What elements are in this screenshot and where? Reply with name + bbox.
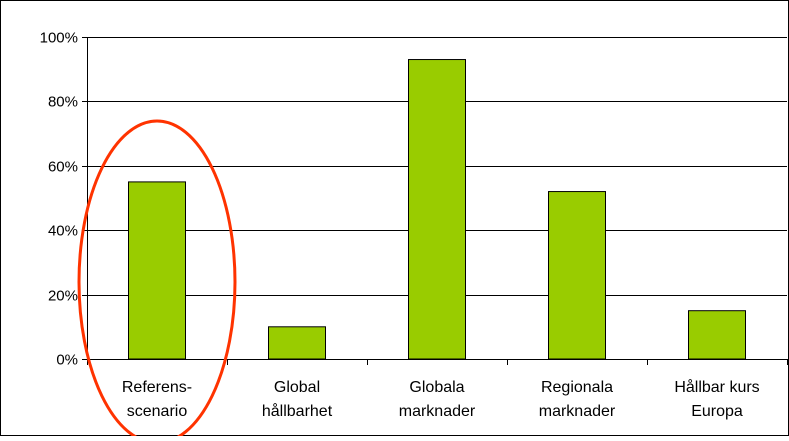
highlight-annotation xyxy=(77,119,237,441)
y-tick-label-2: 40% xyxy=(48,223,78,240)
bars xyxy=(128,59,746,360)
bar-1 xyxy=(268,326,326,360)
bar-0 xyxy=(128,181,186,360)
x-label-0-line1: Referens- xyxy=(122,379,192,396)
x-category-labels: Referens-scenario Global hållbarhet Globala… xyxy=(122,378,760,420)
y-tick-label-1: 20% xyxy=(48,288,78,305)
x-label-3-line2: marknader xyxy=(539,403,616,420)
x-label-1-line2: hållbarhet xyxy=(262,402,333,420)
y-tick-label-0: 0% xyxy=(56,352,78,369)
bar-4 xyxy=(688,310,746,360)
axes xyxy=(82,37,788,365)
y-tick-label-4: 80% xyxy=(48,94,78,111)
bar-3 xyxy=(548,191,606,360)
x-label-2-line1: Globala xyxy=(409,379,464,396)
x-label-4-line2: Europa xyxy=(691,403,743,420)
y-tick-label-3: 60% xyxy=(48,159,78,176)
x-label-3-line1: Regionala xyxy=(541,379,613,396)
x-label-1-line1: Global xyxy=(274,379,320,396)
y-tick-label-5: 100% xyxy=(40,30,78,47)
bar-2 xyxy=(408,59,466,360)
x-label-4-line1: Hållbar kurs xyxy=(674,378,759,396)
x-label-2-line2: marknader xyxy=(399,403,476,420)
y-tick-labels: 0% 20% 40% 60% 80% 100% xyxy=(40,30,78,369)
highlight-ellipse xyxy=(77,119,237,441)
x-label-0-line2: scenario xyxy=(127,403,188,420)
